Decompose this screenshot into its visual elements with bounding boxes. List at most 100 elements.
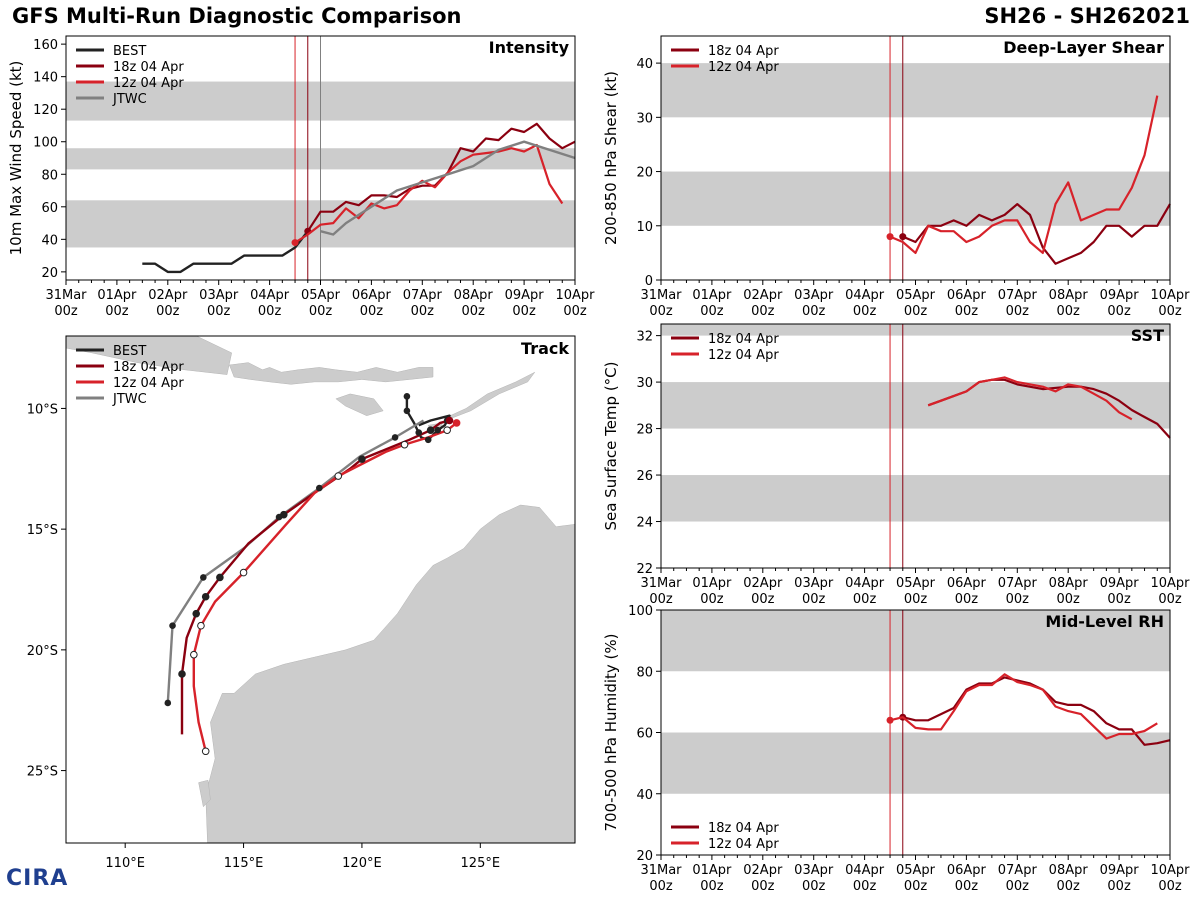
sst-xtick-day: 10Apr	[1150, 576, 1190, 591]
sumba-land	[335, 393, 384, 416]
sst-band	[661, 324, 1170, 336]
shear-legend-label: 18z 04 Apr	[708, 44, 779, 59]
jtwc-track-marker	[391, 434, 399, 441]
sst-xtick-day: 01Apr	[692, 576, 732, 591]
shear-ytick-label: 0	[645, 274, 653, 289]
shear-xtick-hour: 00z	[1158, 304, 1182, 319]
intensity-xtick-hour: 00z	[54, 304, 78, 319]
shear-title: Deep-Layer Shear	[1003, 38, 1164, 57]
intensity-ytick-label: 60	[41, 201, 58, 216]
shear-xtick-day: 08Apr	[1049, 288, 1089, 303]
land-layer	[66, 336, 575, 843]
intensity-xtick-day: 10Apr	[555, 288, 595, 303]
intensity-xtick-day: 05Apr	[301, 288, 341, 303]
track-xtick-label: 115°E	[224, 856, 264, 871]
jtwc-track-marker	[200, 574, 207, 581]
intensity-legend-label: 12z 04 Apr	[113, 76, 184, 91]
shear-ytick-label: 30	[636, 111, 653, 126]
track-ytick-label: 20°S	[27, 644, 58, 659]
rh-ytick-label: 40	[636, 788, 653, 803]
intensity-ylabel: 10m Max Wind Speed (kt)	[7, 61, 25, 256]
rh-xtick-hour: 00z	[853, 879, 877, 894]
intensity-series-best	[142, 230, 309, 274]
intensity-ytick-label: 100	[33, 136, 58, 151]
sst-ytick-label: 26	[636, 469, 653, 484]
rh-xtick-hour: 00z	[802, 879, 826, 894]
rh-xtick-day: 10Apr	[1150, 863, 1190, 878]
java-land	[66, 336, 232, 375]
sst-xtick-hour: 00z	[1107, 592, 1131, 607]
track-legend-label: BEST	[113, 344, 146, 359]
rh-ytick-label: 60	[636, 727, 653, 742]
rh-ytick-label: 100	[628, 604, 653, 619]
shear-xtick-hour: 00z	[904, 304, 928, 319]
sst-xtick-day: 05Apr	[896, 576, 936, 591]
intensity-ytick-label: 140	[33, 71, 58, 86]
intensity-legend-label: 18z 04 Apr	[113, 60, 184, 75]
track-ytick-label: 10°S	[27, 402, 58, 417]
run12-track-marker	[443, 426, 451, 434]
run12-track-marker	[400, 440, 409, 449]
timor-land	[444, 371, 536, 419]
run12-track-marker	[334, 472, 343, 480]
sst-legend-label: 18z 04 Apr	[708, 332, 779, 347]
intensity-panel: 2040608010012014016031Mar00z01Apr00z02Ap…	[7, 35, 595, 319]
rh-start-marker	[886, 716, 894, 724]
shear-xtick-hour: 00z	[700, 304, 724, 319]
intensity-xtick-hour: 00z	[156, 304, 180, 319]
shear-xtick-hour: 00z	[802, 304, 826, 319]
rh-xtick-day: 05Apr	[896, 863, 936, 878]
rh-xtick-hour: 00z	[1006, 879, 1030, 894]
sst-xtick-hour: 00z	[649, 592, 673, 607]
run12-track-marker	[201, 747, 210, 756]
shear-xtick-day: 01Apr	[692, 288, 732, 303]
intensity-xtick-hour: 00z	[309, 304, 333, 319]
intensity-xtick-day: 08Apr	[454, 288, 494, 303]
intensity-ytick-label: 120	[33, 103, 58, 118]
sst-band	[661, 475, 1170, 522]
track-title: Track	[521, 339, 569, 358]
nusa-tenggara-land	[229, 362, 434, 385]
track-start-marker	[452, 419, 461, 427]
rh-band	[661, 732, 1170, 794]
intensity-ytick-label: 160	[33, 38, 58, 53]
shear-ylabel: 200-850 hPa Shear (kt)	[602, 71, 620, 245]
shear-series-12z-04-apr	[889, 95, 1159, 254]
intensity-title: Intensity	[489, 38, 570, 57]
intensity-xtick-hour: 00z	[512, 304, 536, 319]
shear-xtick-hour: 00z	[1107, 304, 1131, 319]
intensity-legend-label: JTWC	[112, 92, 147, 107]
run18-track-marker	[201, 592, 210, 601]
shear-band	[661, 63, 1170, 118]
shear-xtick-hour: 00z	[1006, 304, 1030, 319]
sst-xtick-day: 09Apr	[1100, 576, 1140, 591]
track-xtick-label: 110°E	[105, 856, 145, 871]
shear-xtick-hour: 00z	[649, 304, 673, 319]
sst-legend-label: 12z 04 Apr	[708, 348, 779, 363]
track-ytick-label: 15°S	[27, 523, 58, 538]
track-legend-label: 12z 04 Apr	[113, 376, 184, 391]
sst-xtick-day: 06Apr	[947, 576, 987, 591]
intensity-xtick-hour: 00z	[258, 304, 282, 319]
rh-xtick-hour: 00z	[700, 879, 724, 894]
intensity-xtick-hour: 00z	[411, 304, 435, 319]
rh-xtick-hour: 00z	[1107, 879, 1131, 894]
jtwc-track-marker	[316, 484, 323, 492]
track-panel: 110°E 115°E 120°E 125°E 10°S 15°S 20°S 25°S Trac…	[27, 335, 576, 871]
sst-xtick-day: 04Apr	[845, 576, 885, 591]
rh-xtick-hour: 00z	[904, 879, 928, 894]
shear-xtick-day: 06Apr	[947, 288, 987, 303]
sst-xtick-day: 02Apr	[743, 576, 783, 591]
sst-xtick-hour: 00z	[700, 592, 724, 607]
sst-panel: 22242628303231Mar00z01Apr00z02Apr00z03Ap…	[602, 323, 1190, 607]
sst-xtick-day: 31Mar	[640, 576, 682, 591]
shear-panel: 01020304031Mar00z01Apr00z02Apr00z03Apr00…	[602, 35, 1190, 319]
rh-xtick-day: 08Apr	[1049, 863, 1089, 878]
sst-ytick-label: 32	[636, 330, 653, 345]
intensity-xtick-day: 06Apr	[352, 288, 392, 303]
run18-track-marker	[358, 455, 366, 463]
intensity-xtick-hour: 00z	[563, 304, 587, 319]
rh-xtick-day: 07Apr	[998, 863, 1038, 878]
rh-xtick-hour: 00z	[649, 879, 673, 894]
